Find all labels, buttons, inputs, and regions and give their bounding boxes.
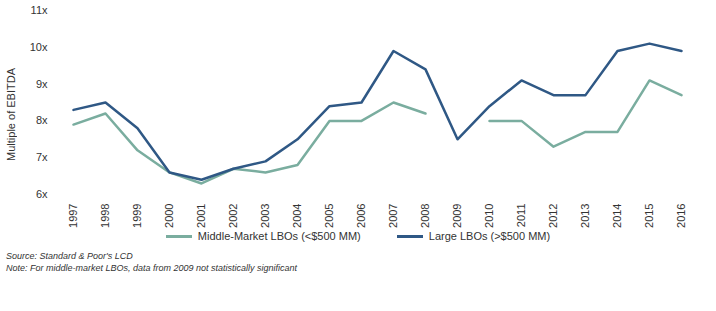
- svg-text:10x: 10x: [30, 41, 48, 53]
- svg-text:9x: 9x: [36, 78, 48, 90]
- svg-text:2009: 2009: [451, 204, 463, 228]
- svg-text:2015: 2015: [643, 204, 655, 228]
- svg-text:2006: 2006: [355, 204, 367, 228]
- svg-text:2005: 2005: [323, 204, 335, 228]
- svg-text:1998: 1998: [99, 204, 111, 228]
- svg-text:2013: 2013: [579, 204, 591, 228]
- svg-text:2008: 2008: [419, 204, 431, 228]
- svg-text:7x: 7x: [36, 151, 48, 163]
- html-text:Source: Standard & Poor's LCD: Source: Standard & Poor's LCD: [6, 251, 133, 261]
- html-text:Large LBOs (>$500 MM): Large LBOs (>$500 MM): [428, 230, 551, 242]
- svg-text:2007: 2007: [387, 204, 399, 228]
- svg-text:1999: 1999: [131, 204, 143, 228]
- svg-text:11x: 11x: [31, 4, 48, 16]
- svg-text:2000: 2000: [163, 204, 175, 228]
- svg-text:2016: 2016: [675, 204, 687, 228]
- svg-text:1997: 1997: [67, 204, 79, 228]
- svg-text:2001: 2001: [195, 204, 207, 228]
- svg-text:2011: 2011: [515, 204, 527, 228]
- html-text:Middle-Market LBOs (<$500 MM): Middle-Market LBOs (<$500 MM): [197, 230, 361, 242]
- svg-text:2014: 2014: [611, 204, 623, 228]
- svg-text:2002: 2002: [227, 204, 239, 228]
- svg-text:2010: 2010: [483, 204, 495, 228]
- html-text:Note: For middle-market LBOs,: Note: For middle-market LBOs, data from …: [6, 263, 298, 273]
- svg-text:2003: 2003: [259, 204, 271, 228]
- html-text:Multiple of EBITDA: Multiple of EBITDA: [5, 67, 17, 161]
- svg-text:8x: 8x: [36, 114, 48, 126]
- svg-text:2004: 2004: [291, 204, 303, 228]
- svg-text:6x: 6x: [36, 188, 48, 200]
- svg-text:2012: 2012: [547, 204, 559, 228]
